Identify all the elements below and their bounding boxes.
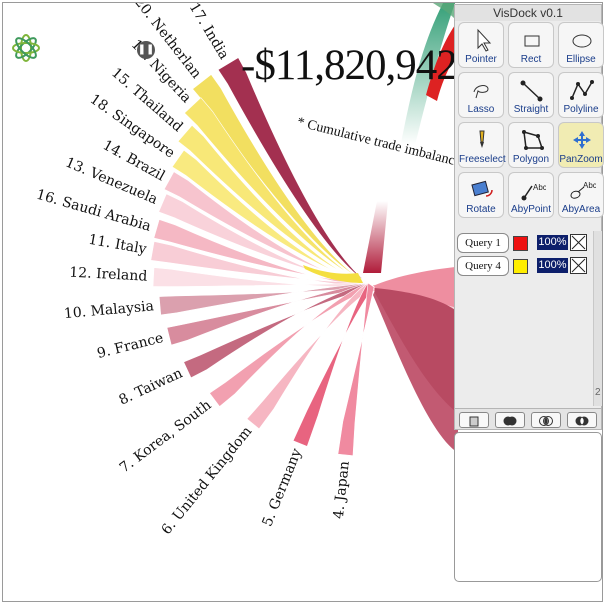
intersect-button[interactable]: [531, 412, 561, 428]
visdock-title: VisDock v0.1: [455, 5, 601, 21]
intersect-icon: [539, 416, 553, 426]
union-button[interactable]: [495, 412, 525, 428]
remove-query-icon[interactable]: [570, 257, 587, 274]
delete-query-button[interactable]: [459, 412, 489, 428]
tool-label: Polyline: [563, 104, 599, 115]
total-imbalance-value: -$11,820,942,0: [241, 42, 488, 89]
flow-stem: [363, 201, 388, 273]
query-row[interactable]: Query 1 100%: [457, 233, 589, 253]
pointer-icon: [477, 28, 492, 52]
country-label: 7. Korea, South: [117, 397, 215, 476]
country-label: 4. Japan: [331, 460, 353, 519]
query-row[interactable]: Query 4 100%: [457, 256, 589, 276]
country-label: 8. Taiwan: [117, 365, 186, 408]
country-label: 10. Malaysia: [63, 298, 154, 322]
country-ribbon[interactable]: [150, 241, 376, 288]
country-ribbon[interactable]: [217, 57, 375, 288]
tool-label: Pointer: [465, 54, 497, 65]
country-ribbon[interactable]: [209, 282, 375, 407]
tool-polygon[interactable]: Polygon: [508, 122, 554, 168]
tool-label: Lasso: [467, 104, 495, 115]
country-label: 9. France: [95, 330, 165, 362]
query-color-swatch[interactable]: [513, 236, 528, 251]
app-logo-icon: [12, 34, 40, 62]
tool-ellipse[interactable]: Ellipse: [558, 22, 604, 68]
query-opacity[interactable]: 100%: [537, 235, 568, 250]
country-label: 5. Germany: [259, 446, 305, 529]
country-ribbon[interactable]: [192, 74, 375, 288]
tool-label: AbyArea: [561, 204, 601, 215]
tool-label: AbyPoint: [510, 204, 552, 215]
query-color-swatch[interactable]: [513, 259, 528, 274]
tool-panzoom[interactable]: PanZoom: [558, 122, 604, 168]
visdock-toolbar: VisDock v0.1 Pointer Rect Ellipse Lasso …: [454, 4, 604, 429]
svg-text:Abc: Abc: [583, 181, 596, 190]
xor-icon: [575, 416, 589, 426]
country-ribbon[interactable]: [337, 282, 375, 457]
union-icon: [503, 416, 517, 426]
annotate-by-area-icon: Abc: [570, 181, 596, 199]
annotation-panel[interactable]: [454, 432, 602, 582]
query-opacity[interactable]: 100%: [537, 258, 568, 273]
country-label: 17. India: [186, 3, 232, 62]
rect-icon: [524, 35, 540, 47]
country-ribbon[interactable]: [152, 267, 375, 288]
pan-zoom-icon: [573, 131, 591, 149]
tool-pointer[interactable]: Pointer: [458, 22, 504, 68]
flow-green: [401, 3, 455, 145]
ellipse-icon: [572, 34, 592, 48]
country-label: 11. Italy: [87, 232, 148, 258]
flow-red-upper: [426, 25, 455, 101]
country-ribbon[interactable]: [184, 97, 375, 288]
remove-query-icon[interactable]: [570, 234, 587, 251]
tool-label: PanZoom: [559, 154, 603, 165]
pause-button[interactable]: ❚❚: [137, 41, 155, 59]
scroll-number: 2: [595, 387, 601, 398]
lasso-icon: [473, 85, 489, 99]
query-list: Query 1 100% Query 4 100% 2: [457, 231, 602, 406]
flow-green-top: [433, 3, 455, 19]
tool-polyline[interactable]: Polyline: [558, 72, 604, 118]
tool-abypoint[interactable]: Abc AbyPoint: [508, 172, 554, 218]
tool-abyarea[interactable]: Abc AbyArea: [558, 172, 604, 218]
tool-lasso[interactable]: Lasso: [458, 72, 504, 118]
query-scrollbar[interactable]: 2: [593, 231, 602, 406]
country-ribbon[interactable]: [246, 282, 375, 430]
country-ribbon[interactable]: [171, 149, 375, 288]
country-ribbon[interactable]: [153, 219, 376, 288]
tool-straight[interactable]: Straight: [508, 72, 554, 118]
tool-label: Freeselect: [459, 154, 506, 165]
country-ribbon[interactable]: [292, 282, 375, 447]
pause-icon: ❚❚: [137, 44, 155, 55]
tool-freeselect[interactable]: Freeselect: [458, 122, 506, 168]
highlight-bundle: [303, 265, 363, 283]
xor-button[interactable]: [567, 412, 597, 428]
svg-text:Abc: Abc: [533, 183, 546, 192]
polygon-icon: [522, 130, 544, 150]
tool-label: Rect: [520, 54, 542, 65]
country-label: 12. Ireland: [69, 265, 148, 285]
query-operations-bar: [454, 408, 602, 430]
query-label[interactable]: Query 1: [457, 233, 509, 253]
tool-label: Ellipse: [566, 54, 596, 65]
straight-line-icon: [520, 80, 543, 102]
query-label[interactable]: Query 4: [457, 256, 509, 276]
country-ribbon[interactable]: [177, 124, 375, 288]
trash-icon: [469, 416, 479, 427]
tool-label: Straight: [513, 104, 549, 115]
country-ribbon-large[interactable]: [375, 288, 473, 423]
tool-rect[interactable]: Rect: [508, 22, 554, 68]
rotate-icon: [471, 180, 493, 197]
freeselect-icon: [479, 130, 485, 148]
annotate-by-point-icon: Abc: [521, 183, 546, 201]
tool-label: Polygon: [512, 154, 550, 165]
polyline-icon: [570, 80, 594, 100]
tool-label: Rotate: [466, 204, 496, 215]
tool-rotate[interactable]: Rotate: [458, 172, 504, 218]
country-ribbon-large[interactable]: [373, 265, 473, 313]
